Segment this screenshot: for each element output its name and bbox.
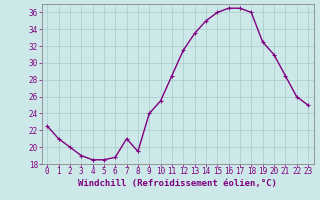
X-axis label: Windchill (Refroidissement éolien,°C): Windchill (Refroidissement éolien,°C) <box>78 179 277 188</box>
